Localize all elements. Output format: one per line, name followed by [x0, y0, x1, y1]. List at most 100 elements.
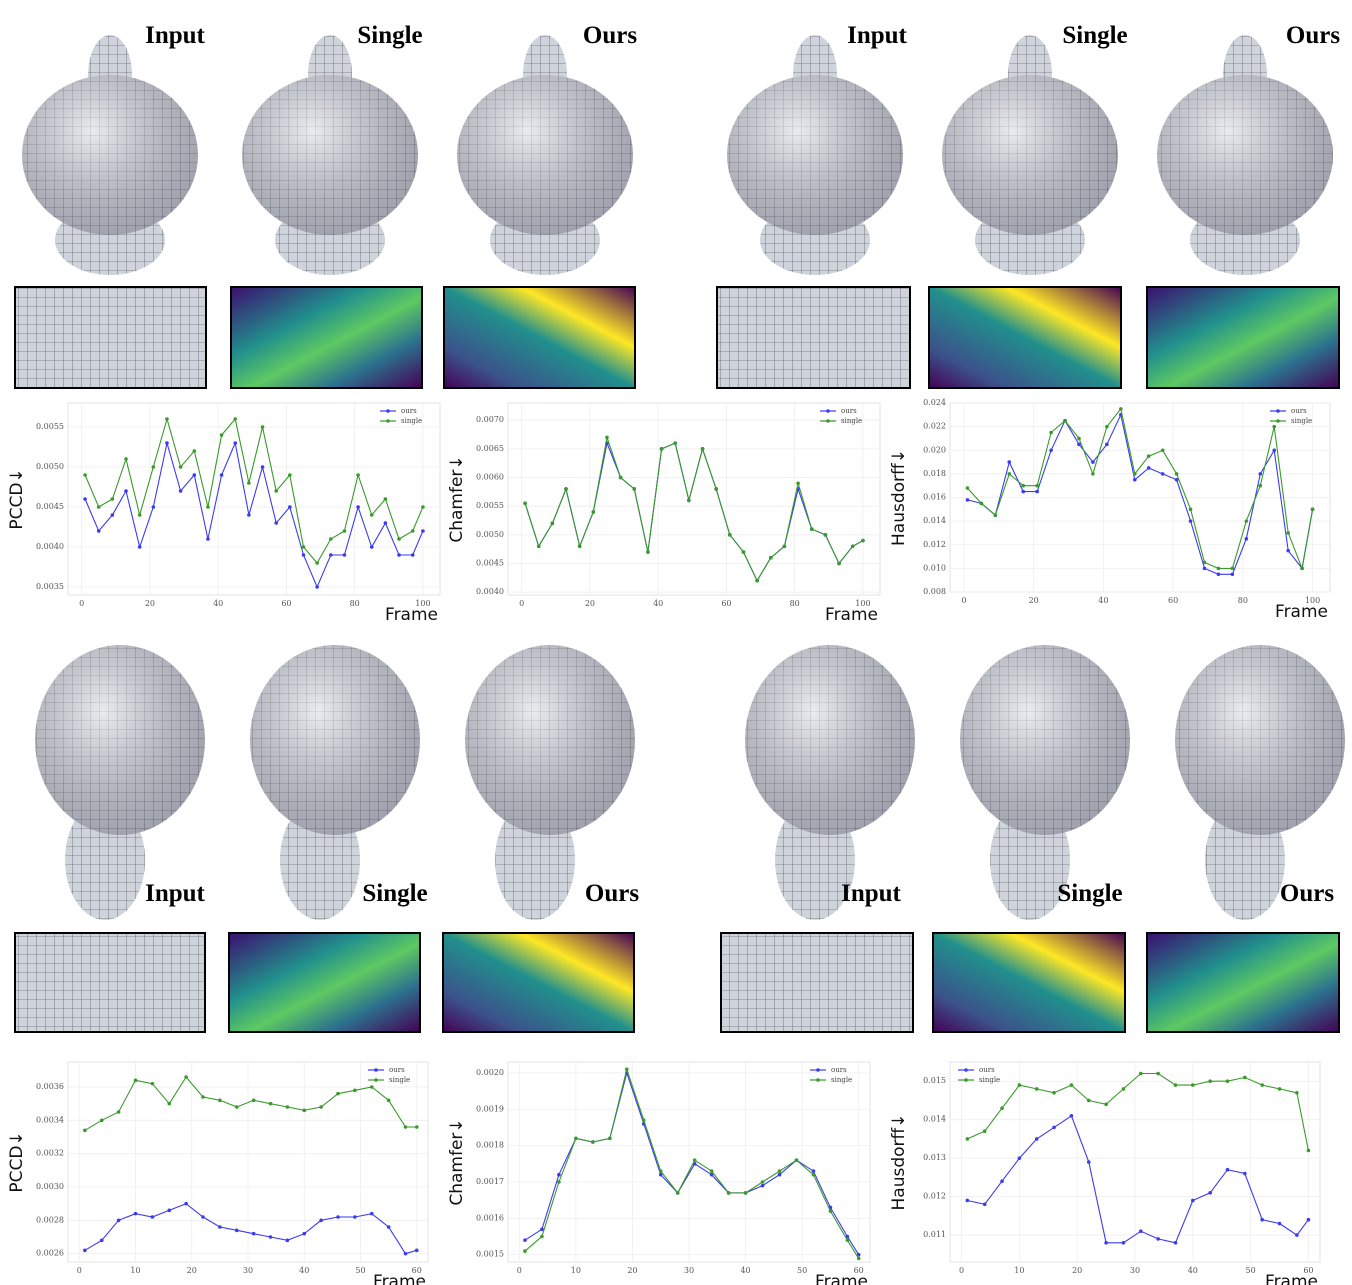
shade [727, 75, 903, 235]
y-tick-label: 0.0019 [476, 1104, 504, 1113]
x-tick-label: 20 [627, 1266, 637, 1275]
y-tick-label: 0.022 [923, 422, 946, 431]
x-axis-label: Frame [385, 605, 438, 625]
data-point [1104, 1241, 1108, 1245]
data-point [1260, 1083, 1264, 1087]
data-point [179, 465, 183, 469]
data-point [165, 441, 169, 445]
x-tick-label: 40 [213, 599, 223, 608]
method-label: Ours [1286, 22, 1340, 49]
data-point [1035, 490, 1039, 494]
data-point [861, 539, 865, 543]
y-tick-label: 0.0026 [36, 1249, 64, 1258]
data-point [387, 1225, 391, 1229]
data-point [302, 1109, 306, 1113]
data-point [728, 533, 732, 537]
charts: 0.00350.00400.00450.00500.00550204060801… [7, 398, 1330, 1285]
legend-label: ours [389, 1066, 405, 1074]
shade [960, 645, 1130, 835]
method-label: Ours [1280, 880, 1334, 907]
zoom-crop [717, 287, 910, 388]
data-point [235, 1105, 239, 1109]
data-point [795, 1158, 799, 1162]
y-tick-label: 0.0034 [36, 1115, 64, 1124]
data-point [829, 1209, 833, 1213]
data-point [1139, 1229, 1143, 1233]
data-point [415, 1249, 419, 1253]
data-point [1243, 1076, 1247, 1080]
legend-label: ours [401, 407, 417, 415]
legend-marker [964, 1078, 968, 1082]
data-point [343, 553, 347, 557]
data-point [557, 1180, 561, 1184]
x-tick-label: 60 [721, 599, 731, 608]
data-point [1208, 1191, 1212, 1195]
data-point [397, 537, 401, 541]
shade [465, 645, 635, 835]
x-tick-label: 10 [571, 1266, 581, 1275]
line-chart: 0.0080.0100.0120.0140.0160.0180.0200.022… [889, 398, 1330, 622]
y-tick-label: 0.018 [923, 469, 946, 478]
x-tick-label: 60 [1168, 596, 1178, 605]
data-point [315, 585, 319, 589]
data-point [1217, 572, 1221, 576]
data-point [404, 1252, 408, 1256]
data-point [218, 1225, 222, 1229]
x-axis-label: Frame [815, 1272, 868, 1285]
y-tick-label: 0.0060 [476, 473, 504, 482]
data-point [252, 1099, 256, 1103]
data-point [966, 1137, 970, 1141]
mesh-render [35, 645, 205, 920]
y-tick-label: 0.010 [923, 563, 946, 572]
data-point [578, 544, 582, 548]
data-point [608, 1137, 612, 1141]
data-point [370, 1085, 374, 1089]
x-tick-label: 20 [145, 599, 155, 608]
data-point [206, 505, 210, 509]
method-label: Ours [583, 22, 637, 49]
data-point [812, 1173, 816, 1177]
legend-marker [1276, 419, 1280, 423]
line-chart: 0.00400.00450.00500.00550.00600.00650.00… [447, 403, 880, 625]
method-label: Single [1057, 880, 1122, 907]
x-tick-label: 40 [740, 1266, 750, 1275]
legend-label: single [831, 1076, 852, 1084]
zoom-crop [443, 933, 634, 1032]
shade [22, 75, 198, 235]
y-tick-label: 0.020 [923, 445, 946, 454]
data-point [421, 505, 425, 509]
data-point [1070, 1114, 1074, 1118]
data-point [761, 1184, 765, 1188]
data-point [1091, 472, 1095, 476]
x-tick-label: 30 [1130, 1266, 1140, 1275]
x-tick-label: 60 [281, 599, 291, 608]
zoom-crop [231, 287, 422, 388]
legend-label: ours [1291, 407, 1307, 415]
legend-marker [374, 1068, 378, 1072]
data-point [1189, 519, 1193, 523]
data-point [1174, 1241, 1178, 1245]
data-point [687, 499, 691, 503]
x-tick-label: 50 [355, 1266, 365, 1275]
data-point [1007, 472, 1011, 476]
y-tick-label: 0.012 [923, 540, 946, 549]
data-point [97, 529, 101, 533]
x-tick-label: 30 [684, 1266, 694, 1275]
legend-marker [386, 409, 390, 413]
data-point [1105, 443, 1109, 447]
data-point [966, 486, 970, 490]
legend-marker [816, 1068, 820, 1072]
x-tick-label: 0 [79, 599, 84, 608]
zoom-crop [15, 933, 205, 1032]
x-tick-label: 30 [243, 1266, 253, 1275]
data-point [1070, 1083, 1074, 1087]
data-point [1007, 460, 1011, 464]
data-point [302, 1232, 306, 1236]
legend-marker [386, 419, 390, 423]
data-point [1278, 1087, 1282, 1091]
data-point [1258, 472, 1262, 476]
data-point [701, 447, 705, 451]
mesh-render [745, 645, 915, 920]
data-point [269, 1235, 273, 1239]
legend-label: single [401, 417, 422, 425]
